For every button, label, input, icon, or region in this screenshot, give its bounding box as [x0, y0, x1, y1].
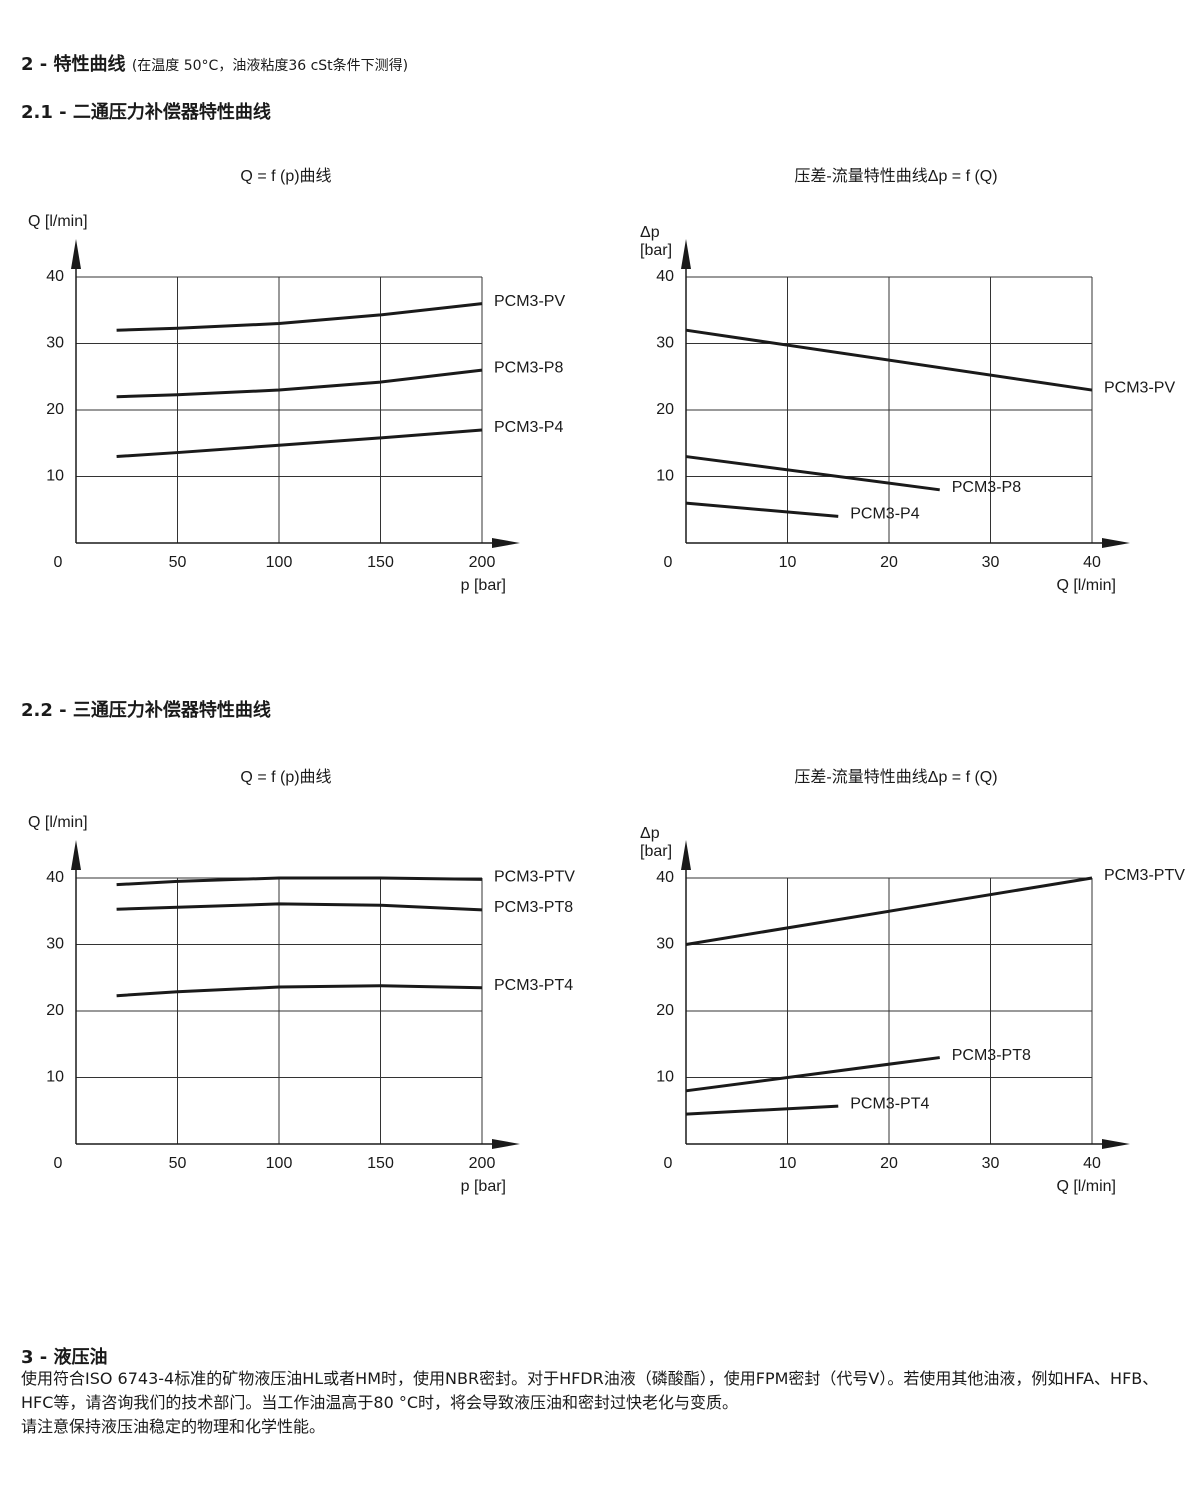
section-title: 2.1 - 二通压力补偿器特性曲线: [21, 102, 271, 123]
y-tick-label: 30: [656, 335, 674, 352]
chart-title: 压差-流量特性曲线Δp = f (Q): [794, 768, 997, 786]
x-axis-arrow: [492, 538, 520, 548]
chart-title: 压差-流量特性曲线Δp = f (Q): [794, 167, 997, 185]
x-tick-label: 50: [169, 554, 187, 571]
series-line: [116, 428, 483, 459]
x-axis-arrow: [1102, 538, 1130, 548]
series-line: [116, 876, 483, 887]
x-tick-label: 20: [880, 1155, 898, 1172]
x-tick-label: 0: [54, 1155, 63, 1172]
x-tick-label: 40: [1083, 554, 1101, 571]
series-label: PCM3-PV: [494, 293, 565, 310]
x-tick-label: 10: [779, 1155, 797, 1172]
x-tick-label: 150: [367, 554, 394, 571]
x-tick-label: 0: [664, 1155, 673, 1172]
series-label: PCM3-P8: [494, 359, 563, 376]
paragraph: 使用符合ISO 6743-4标准的矿物液压油HL或者HM时，使用NBR密封。对于…: [21, 1369, 1159, 1412]
x-tick-label: 20: [880, 554, 898, 571]
x-tick-label: 50: [169, 1155, 187, 1172]
series-label: PCM3-P4: [850, 506, 919, 523]
y-axis-arrow: [681, 239, 691, 269]
x-tick-label: 30: [982, 1155, 1000, 1172]
x-axis-label: Q [l/min]: [1056, 1178, 1116, 1195]
y-tick-label: 10: [656, 468, 674, 485]
section-title: 2.2 - 三通压力补偿器特性曲线: [21, 700, 271, 721]
x-tick-label: 200: [469, 1155, 496, 1172]
y-tick-label: 40: [46, 268, 64, 285]
paragraph: 请注意保持液压油稳定的物理和化学性能。: [21, 1417, 326, 1436]
chart-title: Q = f (p)曲线: [240, 768, 331, 786]
series-line: [116, 984, 483, 998]
y-tick-label: 20: [46, 1002, 64, 1019]
y-tick-label: 30: [46, 936, 64, 953]
series-label: PCM3-PTV: [494, 869, 575, 886]
x-tick-label: 40: [1083, 1155, 1101, 1172]
x-axis-arrow: [1102, 1139, 1130, 1149]
section-title: 3 - 液压油: [21, 1347, 108, 1368]
y-axis-label: Q [l/min]: [28, 814, 88, 831]
y-tick-label: 30: [46, 335, 64, 352]
series-label: PCM3-PT8: [952, 1047, 1031, 1064]
x-tick-label: 200: [469, 554, 496, 571]
series-label: PCM3-PT4: [494, 977, 573, 994]
chart-title: Q = f (p)曲线: [240, 167, 331, 185]
x-axis-label: Q [l/min]: [1056, 577, 1116, 594]
series-label: PCM3-P4: [494, 419, 563, 436]
y-tick-label: 40: [46, 869, 64, 886]
x-tick-label: 30: [982, 554, 1000, 571]
x-tick-label: 150: [367, 1155, 394, 1172]
y-tick-label: 10: [46, 1069, 64, 1086]
series-line: [685, 501, 839, 518]
y-axis-label: [bar]: [640, 843, 672, 860]
series-line: [685, 328, 1093, 392]
y-axis-label: Q [l/min]: [28, 213, 88, 230]
y-tick-label: 20: [656, 1002, 674, 1019]
charts: Q = f (p)曲线 Q [l/min] p [bar] 10 20 30 40 0 50 10…: [28, 167, 1185, 1195]
heading-row: 2 - 特性曲线 (在温度 50°C，油液粘度36 cSt条件下测得): [21, 50, 408, 76]
x-tick-label: 10: [779, 554, 797, 571]
y-axis-label: [bar]: [640, 242, 672, 259]
series-line: [685, 1056, 940, 1093]
x-tick-label: 100: [266, 1155, 293, 1172]
x-tick-label: 0: [664, 554, 673, 571]
series-line: [685, 455, 940, 492]
heading: 2 - 特性曲线: [21, 54, 126, 75]
y-axis-arrow: [71, 239, 81, 269]
y-axis-arrow: [71, 840, 81, 870]
series-line: [685, 1104, 839, 1116]
y-tick-label: 30: [656, 936, 674, 953]
heading-note: (在温度 50°C，油液粘度36 cSt条件下测得): [131, 58, 409, 74]
x-axis-label: p [bar]: [461, 577, 506, 594]
series-line: [116, 368, 483, 399]
y-tick-label: 10: [46, 468, 64, 485]
series-label: PCM3-PTV: [1104, 867, 1185, 884]
y-axis-label: Δp: [640, 224, 660, 241]
y-axis-arrow: [681, 840, 691, 870]
series-line: [116, 302, 483, 332]
series-line: [116, 902, 483, 912]
x-tick-label: 100: [266, 554, 293, 571]
y-tick-label: 20: [46, 401, 64, 418]
y-axis-label: Δp: [640, 825, 660, 842]
series-line: [685, 876, 1093, 946]
y-tick-label: 20: [656, 401, 674, 418]
y-tick-label: 40: [656, 268, 674, 285]
series-label: PCM3-PT8: [494, 899, 573, 916]
x-axis-label: p [bar]: [461, 1178, 506, 1195]
x-axis-arrow: [492, 1139, 520, 1149]
y-tick-label: 10: [656, 1069, 674, 1086]
y-tick-label: 40: [656, 869, 674, 886]
series-label: PCM3-PT4: [850, 1095, 929, 1112]
series-label: PCM3-P8: [952, 479, 1021, 496]
x-tick-label: 0: [54, 554, 63, 571]
series-label: PCM3-PV: [1104, 379, 1175, 396]
